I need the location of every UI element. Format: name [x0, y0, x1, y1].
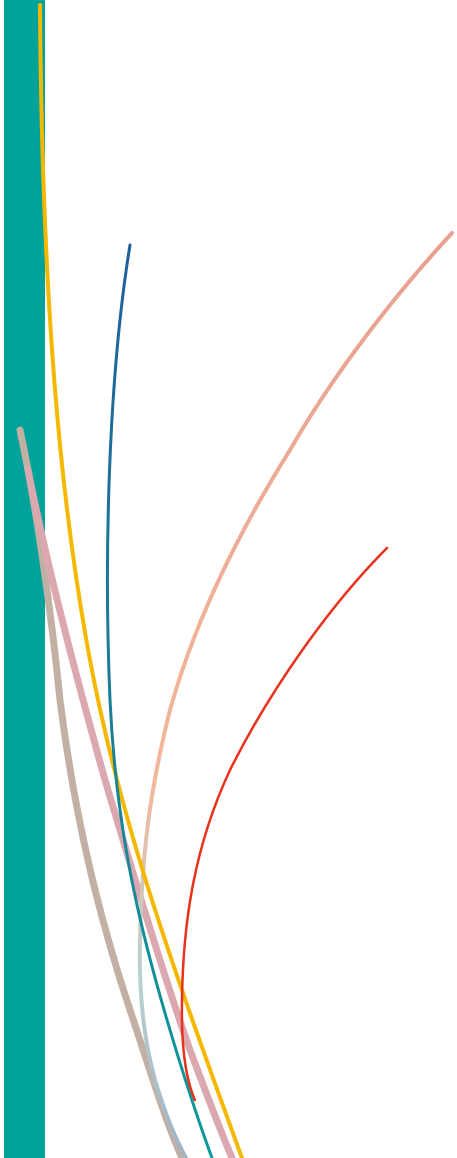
salmon-curve	[137, 231, 454, 1158]
blue-curve	[105, 243, 214, 1158]
brown-curve	[16, 426, 186, 1158]
yellow-curve	[38, 3, 244, 1158]
red-curve	[180, 546, 389, 1102]
pink-curve	[24, 466, 236, 1158]
side-bar	[4, 0, 45, 1158]
